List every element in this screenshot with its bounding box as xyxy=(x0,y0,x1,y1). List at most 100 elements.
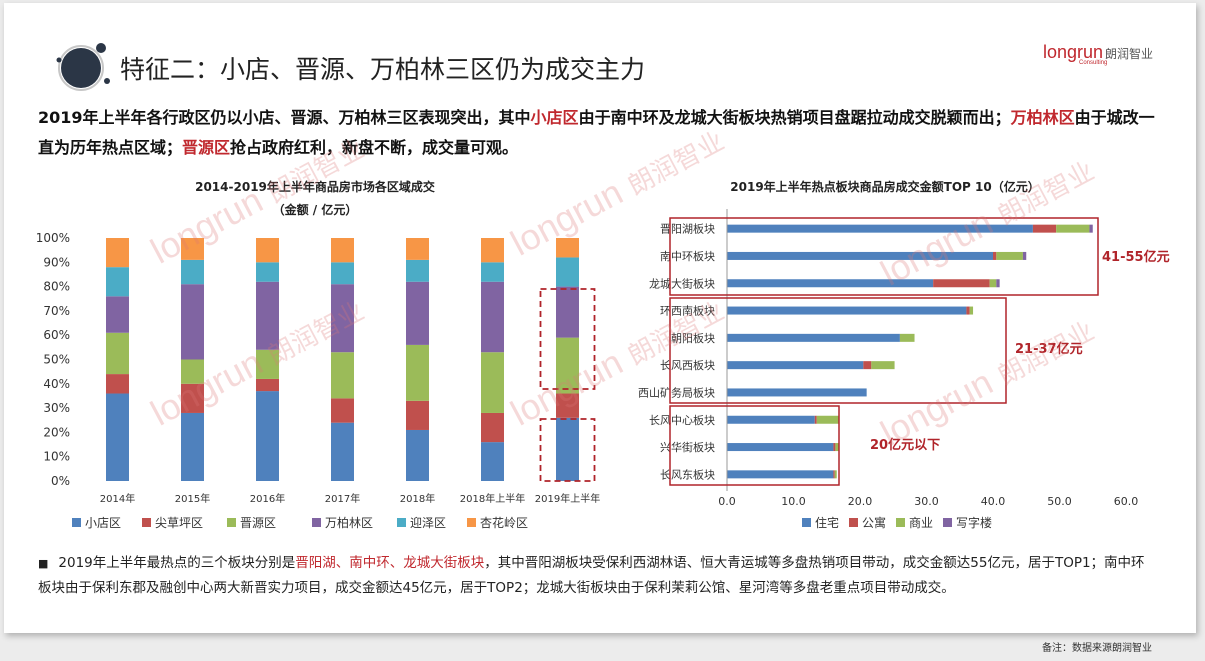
legend-label: 晋源区 xyxy=(240,516,276,530)
bar-segment xyxy=(481,262,504,282)
right-bar-chart: 晋阳湖板块南中环板块龙城大街板块环西南板块朝阳板块长风西板块西山矿务局板块长风中… xyxy=(638,209,1170,530)
x-tick-label: 2014年 xyxy=(100,492,135,505)
legend-swatch xyxy=(397,518,406,527)
y-tick-label: 100% xyxy=(36,231,70,245)
intro-highlight-2: 万柏林区 xyxy=(1010,108,1075,127)
intro-text-3: 由于城改一直为历年热点区域； xyxy=(38,108,1155,157)
bar-segment xyxy=(1032,224,1057,233)
bar-segment xyxy=(406,281,429,345)
y-category-label: 长风中心板块 xyxy=(649,413,715,427)
left-stacked-chart: 100% 90% 80% 70% 60% 50% 40% 30% 20% 10% 0% 2014年 20… xyxy=(36,231,601,530)
x-tick-label: 2018年上半年 xyxy=(460,492,525,505)
bar-segment xyxy=(106,332,129,375)
bar-segment xyxy=(969,306,974,315)
bar-segment xyxy=(863,361,872,370)
left-chart-title: 2014-2019年上半年商品房市场各区域成交 （金额 / 亿元） xyxy=(150,178,480,218)
bar-segment xyxy=(727,415,815,424)
x-tick-label: 2019年上半年 xyxy=(535,492,600,505)
range-box xyxy=(669,405,840,486)
legend-label: 迎泽区 xyxy=(410,516,446,530)
legend-label: 杏花岭区 xyxy=(480,515,528,530)
bar-segment xyxy=(996,279,1000,288)
intro-text-4: 抢占政府红利，新盘不断，成交量可观。 xyxy=(230,138,519,157)
y-tick-label: 70% xyxy=(43,304,70,318)
bar-segment xyxy=(331,352,354,399)
bar-segment xyxy=(106,374,129,394)
legend-swatch xyxy=(467,518,476,527)
summary-bullet: ■ 2019年上半年最热点的三个板块分别是晋阳湖、南中环、龙城大街板块，其中晋阳湖… xyxy=(38,551,1158,601)
bar-segment xyxy=(331,262,354,285)
bar-segment xyxy=(814,415,817,424)
highlight-box xyxy=(539,288,596,390)
bar-segment xyxy=(106,267,129,297)
logo-cn: 朗润智业 xyxy=(1105,47,1154,61)
bar-segment xyxy=(256,349,279,379)
legend-label: 商业 xyxy=(909,515,933,530)
bar-segment xyxy=(556,257,579,287)
intro-paragraph: 2019年上半年各行政区仍以小店、晋源、万柏林三区表现突出，其中小店区由于南中环… xyxy=(38,103,1168,163)
x-tick-label: 10.0 xyxy=(781,495,806,508)
bar-segment xyxy=(106,393,129,481)
bar-segment xyxy=(933,279,990,288)
bar-segment xyxy=(727,306,967,315)
title-bubble-icon xyxy=(56,43,110,91)
bar-segment xyxy=(727,224,1033,233)
x-tick-label: 2016年 xyxy=(250,492,285,505)
y-tick-label: 60% xyxy=(43,328,70,342)
range-label: 20亿元以下 xyxy=(870,437,940,453)
legend-swatch xyxy=(849,518,858,527)
legend-swatch xyxy=(227,518,236,527)
bar-segment xyxy=(331,284,354,353)
legend-swatch xyxy=(142,518,151,527)
bar-segment xyxy=(1022,251,1027,260)
bar-segment xyxy=(481,238,504,263)
logo-text: longrun xyxy=(1043,42,1104,62)
bar-segment xyxy=(481,442,504,481)
legend-swatch xyxy=(943,518,952,527)
y-category-label: 长风东板块 xyxy=(660,467,715,481)
bar-segment xyxy=(556,337,579,394)
y-tick-label: 40% xyxy=(43,377,70,391)
bar-segment xyxy=(834,470,837,479)
bar-segment xyxy=(406,429,429,481)
legend-label: 尖草坪区 xyxy=(155,516,203,530)
x-tick-label: 20.0 xyxy=(848,495,873,508)
bar-segment xyxy=(331,422,354,481)
y-category-label: 朝阳板块 xyxy=(671,331,715,345)
bar-segment xyxy=(993,251,997,260)
bar-segment xyxy=(833,470,835,479)
y-tick-label: 20% xyxy=(43,425,70,439)
left-chart-title-line1: 2014-2019年上半年商品房市场各区域成交 xyxy=(195,180,435,194)
bar-segment xyxy=(1056,224,1090,233)
x-tick-label: 0.0 xyxy=(718,495,736,508)
y-category-label: 南中环板块 xyxy=(660,249,715,263)
bar-segment xyxy=(331,238,354,263)
legend-swatch xyxy=(312,518,321,527)
y-category-label: 环西南板块 xyxy=(660,304,715,318)
footnote: 备注：数据来源朗润智业 xyxy=(1042,643,1152,654)
highlight-box xyxy=(539,418,596,482)
y-tick-label: 10% xyxy=(43,450,70,464)
bullet-highlight: 晋阳湖、南中环、龙城大街板块 xyxy=(295,555,485,571)
bullet-text-2: ，其中晋阳湖板块受保利西湖林语、恒大青运城等多盘热销项目带动，成交金额达55亿元… xyxy=(38,555,1145,596)
bar-segment xyxy=(481,412,504,443)
bar-segment xyxy=(989,279,997,288)
bar-segment xyxy=(556,286,579,338)
y-category-label: 龙城大街板块 xyxy=(649,276,715,290)
y-tick-label: 50% xyxy=(43,353,70,367)
bar-segment xyxy=(256,378,279,392)
bar-segment xyxy=(181,412,204,481)
y-tick-label: 0% xyxy=(51,474,70,488)
y-tick-label: 90% xyxy=(43,255,70,269)
legend-label: 小店区 xyxy=(85,516,121,530)
bar-segment xyxy=(181,238,204,260)
bar-segment xyxy=(966,306,970,315)
bar-segment xyxy=(481,352,504,413)
bar-segment xyxy=(727,251,993,260)
bullet-mark: ■ xyxy=(38,557,49,570)
bar-segment xyxy=(106,238,129,268)
bar-segment xyxy=(406,400,429,430)
page-title: 特征二：小店、晋源、万柏林三区仍为成交主力 xyxy=(120,55,646,84)
brand-logo: longrun 朗润智业 Consulting xyxy=(1043,42,1154,66)
bar-segment xyxy=(331,398,354,423)
